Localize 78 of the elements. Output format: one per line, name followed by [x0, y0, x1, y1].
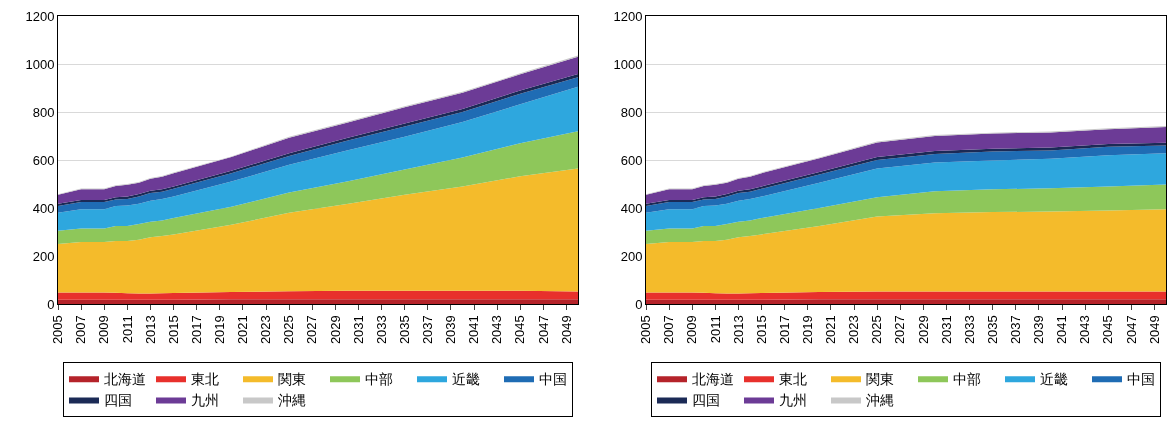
legend-label: 中部 [953, 370, 981, 387]
y-tick-label: 1000 [613, 56, 643, 72]
legend-label: 北海道 [692, 370, 734, 387]
x-tick-label: 2031 [350, 315, 366, 345]
x-tick-label: 2043 [489, 315, 505, 345]
legend-label: 近畿 [452, 370, 480, 387]
y-tick-label: 200 [32, 248, 55, 264]
legend-label: 沖縄 [866, 391, 894, 408]
legend-label: 北海道 [104, 370, 146, 387]
x-tick-label: 2039 [443, 315, 459, 345]
legend-label: 東北 [779, 370, 807, 387]
x-tick-label: 2009 [684, 315, 700, 345]
x-tick-label: 2005 [50, 315, 66, 345]
x-tick-label: 2047 [535, 315, 551, 345]
y-tick-label: 400 [620, 200, 643, 216]
legend-label: 中国 [1127, 370, 1155, 387]
x-tick-label: 2049 [558, 315, 574, 345]
y-tick-label: 1000 [25, 56, 55, 72]
x-tick-label: 2033 [373, 315, 389, 345]
y-tick-label: 1200 [25, 8, 55, 24]
x-tick-label: 2049 [1146, 315, 1162, 345]
x-tick-label: 2045 [512, 315, 528, 345]
x-tick-label: 2019 [212, 315, 228, 345]
x-tick-label: 2007 [661, 315, 677, 345]
x-tick-label: 2037 [1008, 315, 1024, 345]
x-tick-label: 2011 [707, 315, 723, 344]
x-tick-label: 2011 [119, 315, 135, 344]
x-tick-label: 2043 [1077, 315, 1093, 345]
x-tick-label: 2035 [396, 315, 412, 345]
x-tick-label: 2033 [961, 315, 977, 345]
x-tick-label: 2021 [235, 315, 251, 345]
x-tick-label: 2017 [188, 315, 204, 345]
legend-label: 中部 [365, 370, 393, 387]
y-tick-label: 0 [47, 296, 55, 312]
legend-label: 沖縄 [278, 391, 306, 408]
y-tick-label: 0 [635, 296, 643, 312]
x-tick-label: 2013 [730, 315, 746, 345]
y-tick-label: 200 [620, 248, 643, 264]
legend-label: 近畿 [1040, 370, 1068, 387]
legend-label: 四国 [104, 391, 132, 408]
legend-label: 四国 [692, 391, 720, 408]
legend-label: 関東 [866, 370, 894, 387]
x-tick-label: 2015 [165, 315, 181, 345]
legend-label: 九州 [779, 391, 807, 408]
x-tick-label: 2029 [915, 315, 931, 345]
x-tick-label: 2021 [823, 315, 839, 345]
legend-label: 中国 [539, 370, 567, 387]
y-tick-label: 600 [620, 152, 643, 168]
legend-label: 九州 [191, 391, 219, 408]
y-tick-label: 800 [620, 104, 643, 120]
x-tick-label: 2035 [984, 315, 1000, 345]
x-tick-label: 2017 [776, 315, 792, 345]
x-tick-label: 2027 [892, 315, 908, 345]
x-tick-label: 2037 [420, 315, 436, 345]
y-tick-label: 400 [32, 200, 55, 216]
x-tick-label: 2023 [846, 315, 862, 345]
y-tick-label: 600 [32, 152, 55, 168]
x-tick-label: 2027 [304, 315, 320, 345]
x-tick-label: 2025 [281, 315, 297, 345]
x-tick-label: 2019 [800, 315, 816, 345]
x-tick-label: 2013 [142, 315, 158, 345]
x-tick-label: 2045 [1100, 315, 1116, 345]
x-tick-label: 2009 [96, 315, 112, 345]
x-tick-label: 2023 [258, 315, 274, 345]
x-tick-label: 2031 [938, 315, 954, 345]
x-tick-label: 2025 [869, 315, 885, 345]
y-tick-label: 1200 [613, 8, 643, 24]
x-tick-label: 2015 [753, 315, 769, 345]
x-tick-label: 2005 [638, 315, 654, 345]
x-tick-label: 2029 [327, 315, 343, 345]
x-tick-label: 2007 [73, 315, 89, 345]
x-tick-label: 2041 [1054, 315, 1070, 345]
legend-label: 東北 [191, 370, 219, 387]
x-tick-label: 2039 [1031, 315, 1047, 345]
y-tick-label: 800 [32, 104, 55, 120]
legend-label: 関東 [278, 370, 306, 387]
x-tick-label: 2041 [466, 315, 482, 345]
x-tick-label: 2047 [1123, 315, 1139, 345]
